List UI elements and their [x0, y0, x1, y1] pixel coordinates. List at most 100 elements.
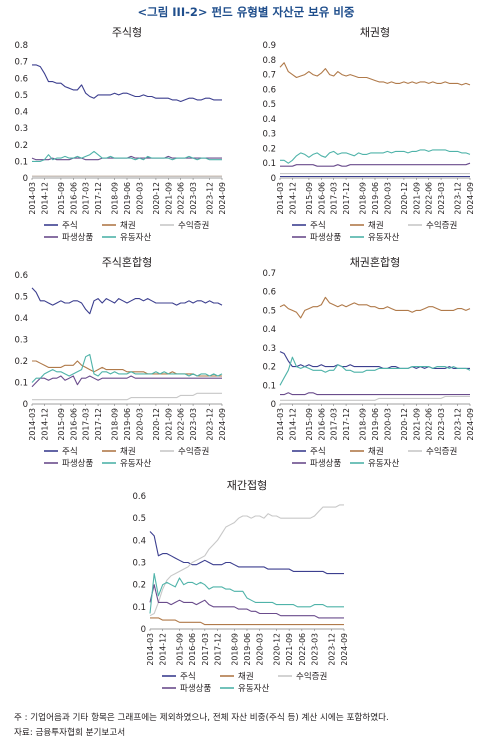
x-tick-label: 2023-12 — [206, 408, 215, 441]
footnote: 주 : 기업어음과 기타 항목은 그래프에는 제외하였으나, 전체 자산 비중(… — [14, 713, 389, 723]
x-tick-label: 2022-06 — [425, 408, 434, 441]
legend-label-derivatives: 파생상품 — [310, 458, 341, 469]
chart-svg: 채권혼합형 0 0.1 0.2 0.3 0.4 0.5 0.6 0.7 2014-03 2014-1… — [262, 256, 475, 469]
x-tick-label: 2017-03 — [82, 408, 91, 441]
legend-label-beneficiary-cert: 수익증권 — [426, 446, 457, 457]
figure-title: <그림 III-2> 펀드 유형별 자산군 보유 비중 — [137, 5, 355, 19]
legend-label-liquid-assets: 유동자산 — [238, 683, 269, 694]
series-line-equity — [149, 531, 344, 575]
y-tick-label: 0.8 — [14, 41, 28, 51]
x-tick-label: 2020-03 — [256, 633, 265, 666]
x-tick-label: 2019-06 — [123, 182, 132, 215]
y-tick-label: 0.5 — [132, 514, 146, 524]
y-tick-label: 0.5 — [14, 91, 28, 101]
x-tick-label: 2017-03 — [82, 182, 91, 215]
legend-label-beneficiary-cert: 수익증권 — [426, 220, 457, 231]
y-tick-label: 0.3 — [14, 336, 28, 346]
x-tick-label: 2017-12 — [94, 408, 103, 441]
x-tick-label: 2014-12 — [40, 408, 49, 441]
y-tick-label: 0.1 — [262, 159, 276, 169]
x-tick-label: 2014-12 — [40, 182, 49, 215]
x-tick-label: 2023-03 — [189, 182, 198, 215]
x-tick-label: 2018-09 — [111, 408, 120, 441]
x-tick-label: 2022-06 — [298, 633, 307, 666]
x-tick-label: 2020-03 — [135, 408, 144, 441]
y-tick-label: 0.4 — [132, 536, 146, 546]
x-tick-label: 2020-03 — [383, 408, 392, 441]
y-tick-label: 0.3 — [132, 559, 146, 569]
x-tick-label: 2019-06 — [371, 408, 380, 441]
series-line-liquid-assets — [279, 356, 471, 386]
x-tick-label: 2021-09 — [164, 408, 173, 441]
y-tick-label: 0.7 — [262, 71, 276, 81]
x-tick-label: 2017-12 — [94, 182, 103, 215]
series-line-liquid-assets — [31, 353, 223, 383]
y-tick-label: 0.3 — [262, 130, 276, 140]
x-tick-label: 2020-03 — [135, 182, 144, 215]
chart-title: 재간접형 — [227, 479, 267, 492]
series-line-equity — [31, 287, 223, 315]
y-tick-label: 0.3 — [14, 124, 28, 134]
y-tick-label: 0.4 — [262, 115, 276, 125]
x-tick-label: 2019-06 — [371, 182, 380, 215]
x-tick-label: 2023-03 — [437, 182, 446, 215]
y-tick-label: 0.4 — [14, 108, 28, 118]
legend-label-derivatives: 파생상품 — [62, 458, 93, 469]
x-tick-label: 2016-06 — [69, 408, 78, 441]
x-tick-label: 2019-06 — [123, 408, 132, 441]
series-line-derivatives — [280, 392, 470, 396]
series-line-beneficiary-cert — [32, 392, 222, 401]
y-tick-label: 0.5 — [14, 293, 28, 303]
legend-label-liquid-assets: 유동자산 — [120, 458, 151, 469]
y-tick-label: 0.2 — [262, 363, 276, 373]
y-tick-label: 0.6 — [262, 85, 276, 95]
legend-label-equity: 주식 — [180, 672, 196, 682]
y-tick-label: 0.1 — [262, 381, 276, 391]
y-tick-label: 0 — [23, 174, 28, 184]
x-tick-label: 2015-09 — [305, 182, 314, 215]
legend-label-derivatives: 파생상품 — [62, 232, 93, 243]
x-tick-label: 2018-09 — [359, 408, 368, 441]
x-tick-label: 2015-09 — [57, 408, 66, 441]
x-tick-label: 2024-09 — [466, 182, 475, 215]
x-tick-label: 2015-09 — [57, 182, 66, 215]
x-tick-label: 2014-03 — [276, 408, 285, 441]
series-line-equity — [32, 64, 222, 103]
x-tick-label: 2016-06 — [317, 182, 326, 215]
y-tick-label: 0.2 — [14, 357, 28, 367]
y-tick-label: 0.6 — [14, 74, 28, 84]
x-tick-label: 2020-12 — [400, 182, 409, 215]
series-line-derivatives — [31, 375, 222, 388]
x-tick-label: 2014-12 — [288, 182, 297, 215]
y-tick-label: 0.4 — [14, 314, 28, 324]
chart-svg: 주식형 0 0.1 0.2 0.3 0.4 0.5 0.6 0.7 0.8 2014-03 2014-… — [14, 26, 227, 243]
x-tick-label: 2014-12 — [288, 408, 297, 441]
y-tick-label: 0 — [141, 625, 146, 635]
legend-label-equity: 주식 — [62, 221, 78, 231]
y-tick-label: 0 — [271, 400, 276, 410]
y-tick-label: 0.4 — [262, 325, 276, 335]
chart-svg: 재간접형 0 0.1 0.2 0.3 0.4 0.5 0.6 2014-03 2014-12 201… — [132, 479, 349, 694]
chart-title: 주식혼합형 — [102, 256, 153, 269]
x-tick-label: 2024-09 — [340, 633, 349, 666]
x-tick-label: 2020-12 — [152, 408, 161, 441]
y-tick-label: 0.6 — [132, 492, 146, 502]
x-tick-label: 2023-12 — [206, 182, 215, 215]
x-tick-label: 2016-06 — [188, 633, 197, 666]
legend-label-beneficiary-cert: 수익증권 — [296, 671, 327, 682]
x-tick-label: 2023-03 — [189, 408, 198, 441]
y-tick-label: 0.5 — [262, 306, 276, 316]
x-tick-label: 2022-06 — [177, 182, 186, 215]
x-tick-label: 2021-09 — [285, 633, 294, 666]
chart-title: 채권형 — [360, 26, 390, 39]
y-tick-label: 0.6 — [262, 288, 276, 298]
x-tick-label: 2016-06 — [317, 408, 326, 441]
y-tick-label: 0.1 — [14, 379, 28, 389]
y-tick-label: 0.2 — [14, 141, 28, 151]
y-tick-label: 0.7 — [262, 269, 276, 279]
series-line-beneficiary-cert — [149, 504, 344, 617]
x-tick-label: 2024-09 — [218, 408, 227, 441]
x-tick-label: 2017-12 — [342, 182, 351, 215]
x-tick-label: 2017-12 — [213, 633, 222, 666]
